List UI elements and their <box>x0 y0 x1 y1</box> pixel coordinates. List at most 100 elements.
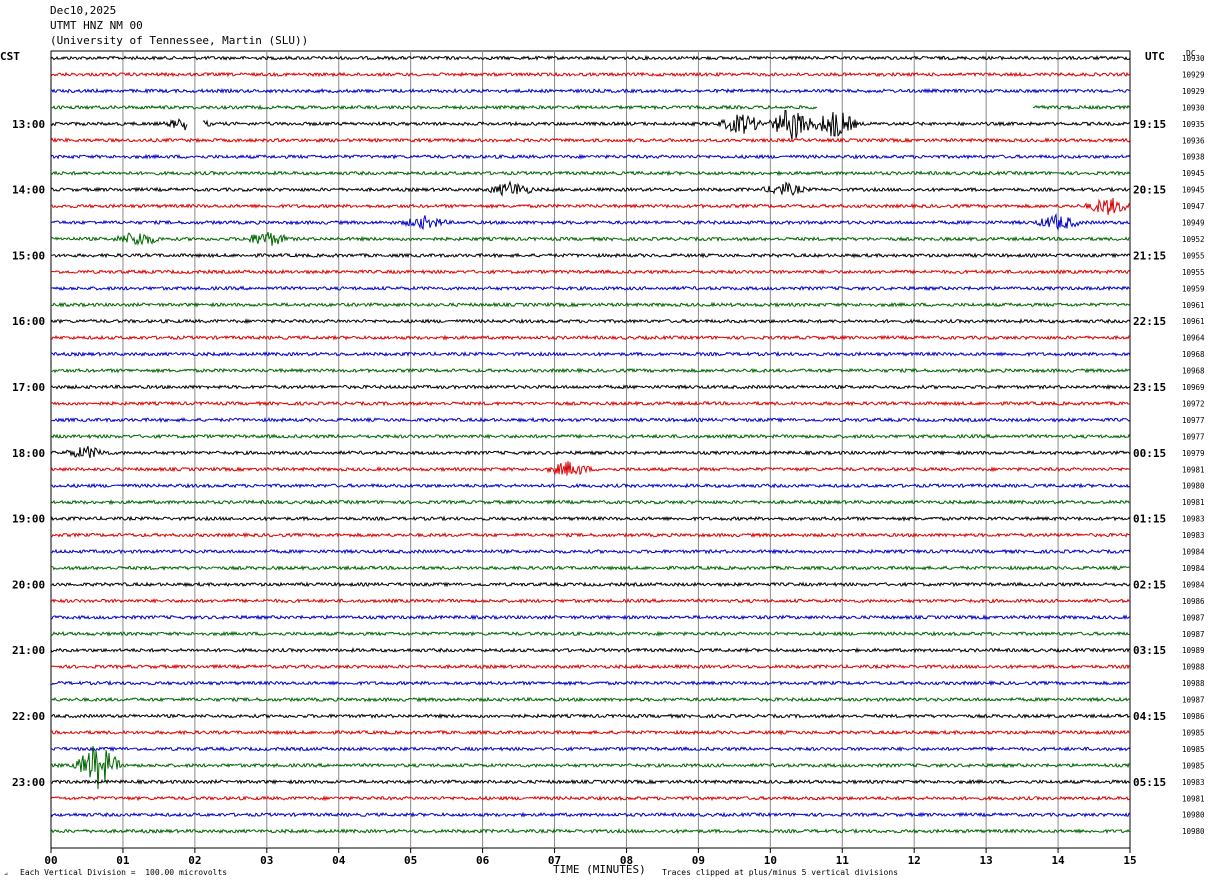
dc-value-label: 10930 <box>1182 103 1205 112</box>
dc-value-label: 10981 <box>1182 794 1205 803</box>
right-hour-label: 20:15 <box>1133 184 1166 197</box>
dc-value-label: 10985 <box>1182 761 1205 770</box>
left-hour-label: 21:00 <box>12 644 45 657</box>
seismic-trace <box>50 581 1131 588</box>
dc-value-label: 10989 <box>1182 646 1205 655</box>
dc-value-label: 10968 <box>1182 367 1205 376</box>
seismic-trace <box>50 318 1131 325</box>
seismic-trace <box>50 498 1131 506</box>
x-axis-title: TIME (MINUTES) <box>553 863 646 876</box>
seismic-trace <box>50 400 1131 407</box>
seismic-trace <box>50 433 1131 440</box>
seismic-trace <box>50 531 1131 539</box>
right-hour-label: 01:15 <box>1133 513 1166 526</box>
seismic-trace <box>50 383 1131 391</box>
dc-value-label: 10969 <box>1182 383 1205 392</box>
dc-value-label: 10972 <box>1182 399 1205 408</box>
dc-value-label: 10984 <box>1182 548 1205 557</box>
seismic-trace <box>50 663 1131 670</box>
left-hour-label: 22:00 <box>12 710 45 723</box>
dc-value-label: 10955 <box>1182 251 1205 260</box>
dc-value-label: 10947 <box>1182 202 1205 211</box>
dc-value-label: 10952 <box>1182 235 1205 244</box>
seismic-trace <box>50 696 1131 703</box>
dc-value-label: 10987 <box>1182 630 1205 639</box>
left-hour-label: 17:00 <box>12 381 45 394</box>
dc-label: DC <box>1186 49 1196 58</box>
dc-value-label: 10977 <box>1182 416 1205 425</box>
seismic-trace <box>50 231 1131 246</box>
x-tick-label: 11 <box>836 854 850 867</box>
right-timezone-label: UTC <box>1145 50 1165 63</box>
right-hour-label: 19:15 <box>1133 118 1166 131</box>
x-tick-label: 09 <box>692 854 705 867</box>
x-tick-label: 03 <box>260 854 273 867</box>
seismic-trace <box>50 778 1131 785</box>
dc-value-label: 10983 <box>1182 515 1205 524</box>
left-hour-label: 15:00 <box>12 249 45 262</box>
seismic-trace <box>50 180 1131 197</box>
dc-value-label: 10983 <box>1182 531 1205 540</box>
left-hour-label: 23:00 <box>12 776 45 789</box>
dc-value-label: 10959 <box>1182 284 1205 293</box>
station-label: UTMT HNZ NM 00 <box>50 19 143 32</box>
left-hour-label: 14:00 <box>12 184 45 197</box>
seismic-trace <box>50 137 1131 144</box>
seismic-trace <box>50 153 1131 160</box>
seismic-trace <box>50 416 1131 424</box>
left-timezone-label: CST <box>0 50 20 63</box>
dc-value-label: 10987 <box>1182 613 1205 622</box>
seismic-trace <box>50 367 1131 374</box>
seismic-trace <box>50 104 1131 111</box>
left-hour-label: 13:00 <box>12 118 45 131</box>
dc-value-label: 10945 <box>1182 169 1205 178</box>
seismic-trace <box>50 679 1131 687</box>
right-hour-label: 03:15 <box>1133 644 1166 657</box>
x-tick-label: 12 <box>908 854 921 867</box>
seismic-trace <box>50 252 1131 259</box>
seismic-trace <box>50 746 1131 790</box>
dc-value-label: 10968 <box>1182 350 1205 359</box>
x-tick-label: 02 <box>188 854 201 867</box>
plot-frame <box>50 50 1131 849</box>
dc-value-label: 10977 <box>1182 432 1205 441</box>
left-hour-label: 16:00 <box>12 315 45 328</box>
seismic-trace <box>50 811 1131 818</box>
dc-value-label: 10929 <box>1182 70 1205 79</box>
x-tick-label: 15 <box>1123 854 1136 867</box>
scale-text: Each Vertical Division = 100.00 microvol… <box>20 868 228 877</box>
right-hour-label: 21:15 <box>1133 249 1166 262</box>
dc-value-label: 10985 <box>1182 728 1205 737</box>
dc-value-label: 10988 <box>1182 679 1205 688</box>
seismic-trace <box>50 630 1131 637</box>
dc-value-label: 10980 <box>1182 482 1205 491</box>
seismic-trace <box>50 712 1130 720</box>
x-tick-label: 00 <box>44 854 57 867</box>
dc-value-label: 10980 <box>1182 827 1205 836</box>
seismic-trace <box>50 482 1131 489</box>
seismic-trace <box>50 169 1131 177</box>
dc-value-label: 10984 <box>1182 564 1205 573</box>
x-tick-label: 08 <box>620 854 633 867</box>
seismic-trace <box>50 71 1131 78</box>
seismic-trace <box>50 301 1131 308</box>
dc-value-label: 10938 <box>1182 153 1205 162</box>
dc-value-label: 10980 <box>1182 811 1205 820</box>
logo-mark: ⟓ <box>4 868 8 877</box>
right-hour-label: 05:15 <box>1133 776 1166 789</box>
dc-value-label: 10929 <box>1182 87 1205 96</box>
dc-value-label: 10985 <box>1182 745 1205 754</box>
seismic-trace <box>50 745 1131 753</box>
right-hour-label: 04:15 <box>1133 710 1166 723</box>
x-tick-label: 07 <box>548 854 561 867</box>
seismic-trace <box>50 614 1131 621</box>
dc-value-label: 10945 <box>1182 186 1205 195</box>
seismic-trace <box>50 564 1130 572</box>
seismic-trace <box>50 54 1131 62</box>
dc-value-label: 10964 <box>1182 334 1205 343</box>
dc-value-label: 10955 <box>1182 268 1205 277</box>
x-tick-label: 04 <box>332 854 346 867</box>
dc-value-label: 10949 <box>1182 219 1205 228</box>
right-hour-label: 22:15 <box>1133 315 1166 328</box>
